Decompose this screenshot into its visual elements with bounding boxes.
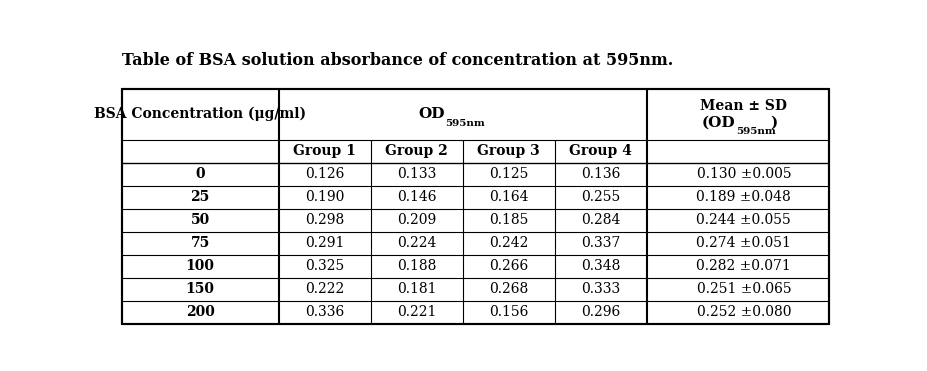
Text: 0.336: 0.336 xyxy=(305,305,344,319)
Text: 25: 25 xyxy=(190,190,210,204)
Text: 0.188: 0.188 xyxy=(397,259,436,273)
Text: ): ) xyxy=(769,116,777,130)
Text: 75: 75 xyxy=(190,236,210,250)
Text: 0.125: 0.125 xyxy=(489,167,527,181)
Text: 0.133: 0.133 xyxy=(397,167,436,181)
Text: 0.222: 0.222 xyxy=(305,282,344,296)
Text: 200: 200 xyxy=(185,305,214,319)
Text: 0.325: 0.325 xyxy=(305,259,344,273)
Text: 0.298: 0.298 xyxy=(305,213,344,227)
Text: 0.130 ±0.005: 0.130 ±0.005 xyxy=(696,167,791,181)
Text: 0.164: 0.164 xyxy=(489,190,527,204)
Text: Table of BSA solution absorbance of concentration at 595nm.: Table of BSA solution absorbance of conc… xyxy=(121,52,672,69)
Text: Group 3: Group 3 xyxy=(476,144,540,158)
Text: 0.189 ±0.048: 0.189 ±0.048 xyxy=(696,190,791,204)
Text: 0.268: 0.268 xyxy=(489,282,527,296)
Text: 595nm: 595nm xyxy=(445,119,485,128)
Text: 50: 50 xyxy=(190,213,210,227)
Text: 595nm: 595nm xyxy=(735,127,775,137)
Text: 0.136: 0.136 xyxy=(580,167,620,181)
Text: 0.252 ±0.080: 0.252 ±0.080 xyxy=(696,305,790,319)
Text: 0.209: 0.209 xyxy=(397,213,436,227)
Text: (OD: (OD xyxy=(701,116,734,130)
Text: 0.221: 0.221 xyxy=(397,305,436,319)
Text: 0.156: 0.156 xyxy=(489,305,527,319)
Text: 0.296: 0.296 xyxy=(580,305,619,319)
Text: 0.337: 0.337 xyxy=(580,236,620,250)
Text: 0: 0 xyxy=(195,167,205,181)
Text: 0.146: 0.146 xyxy=(397,190,436,204)
Text: 0.282 ±0.071: 0.282 ±0.071 xyxy=(696,259,791,273)
Text: 0.190: 0.190 xyxy=(305,190,344,204)
Text: 0.266: 0.266 xyxy=(489,259,527,273)
Text: 0.224: 0.224 xyxy=(397,236,436,250)
Text: Mean ± SD: Mean ± SD xyxy=(700,99,786,112)
Text: 0.185: 0.185 xyxy=(489,213,527,227)
Text: 0.284: 0.284 xyxy=(580,213,620,227)
Text: 150: 150 xyxy=(185,282,214,296)
Text: 0.348: 0.348 xyxy=(580,259,620,273)
Text: 0.291: 0.291 xyxy=(305,236,344,250)
Text: 0.244 ±0.055: 0.244 ±0.055 xyxy=(696,213,791,227)
Text: Group 1: Group 1 xyxy=(293,144,356,158)
Text: 0.181: 0.181 xyxy=(397,282,436,296)
Text: OD: OD xyxy=(418,107,444,121)
Text: 0.333: 0.333 xyxy=(580,282,619,296)
Text: 0.126: 0.126 xyxy=(305,167,344,181)
Text: 0.255: 0.255 xyxy=(580,190,619,204)
Text: 100: 100 xyxy=(185,259,214,273)
Text: 0.274 ±0.051: 0.274 ±0.051 xyxy=(695,236,791,250)
Text: Group 4: Group 4 xyxy=(568,144,631,158)
Text: 0.242: 0.242 xyxy=(489,236,527,250)
Text: 0.251 ±0.065: 0.251 ±0.065 xyxy=(696,282,791,296)
Text: BSA Concentration (μg/ml): BSA Concentration (μg/ml) xyxy=(94,107,306,121)
Text: Group 2: Group 2 xyxy=(385,144,448,158)
